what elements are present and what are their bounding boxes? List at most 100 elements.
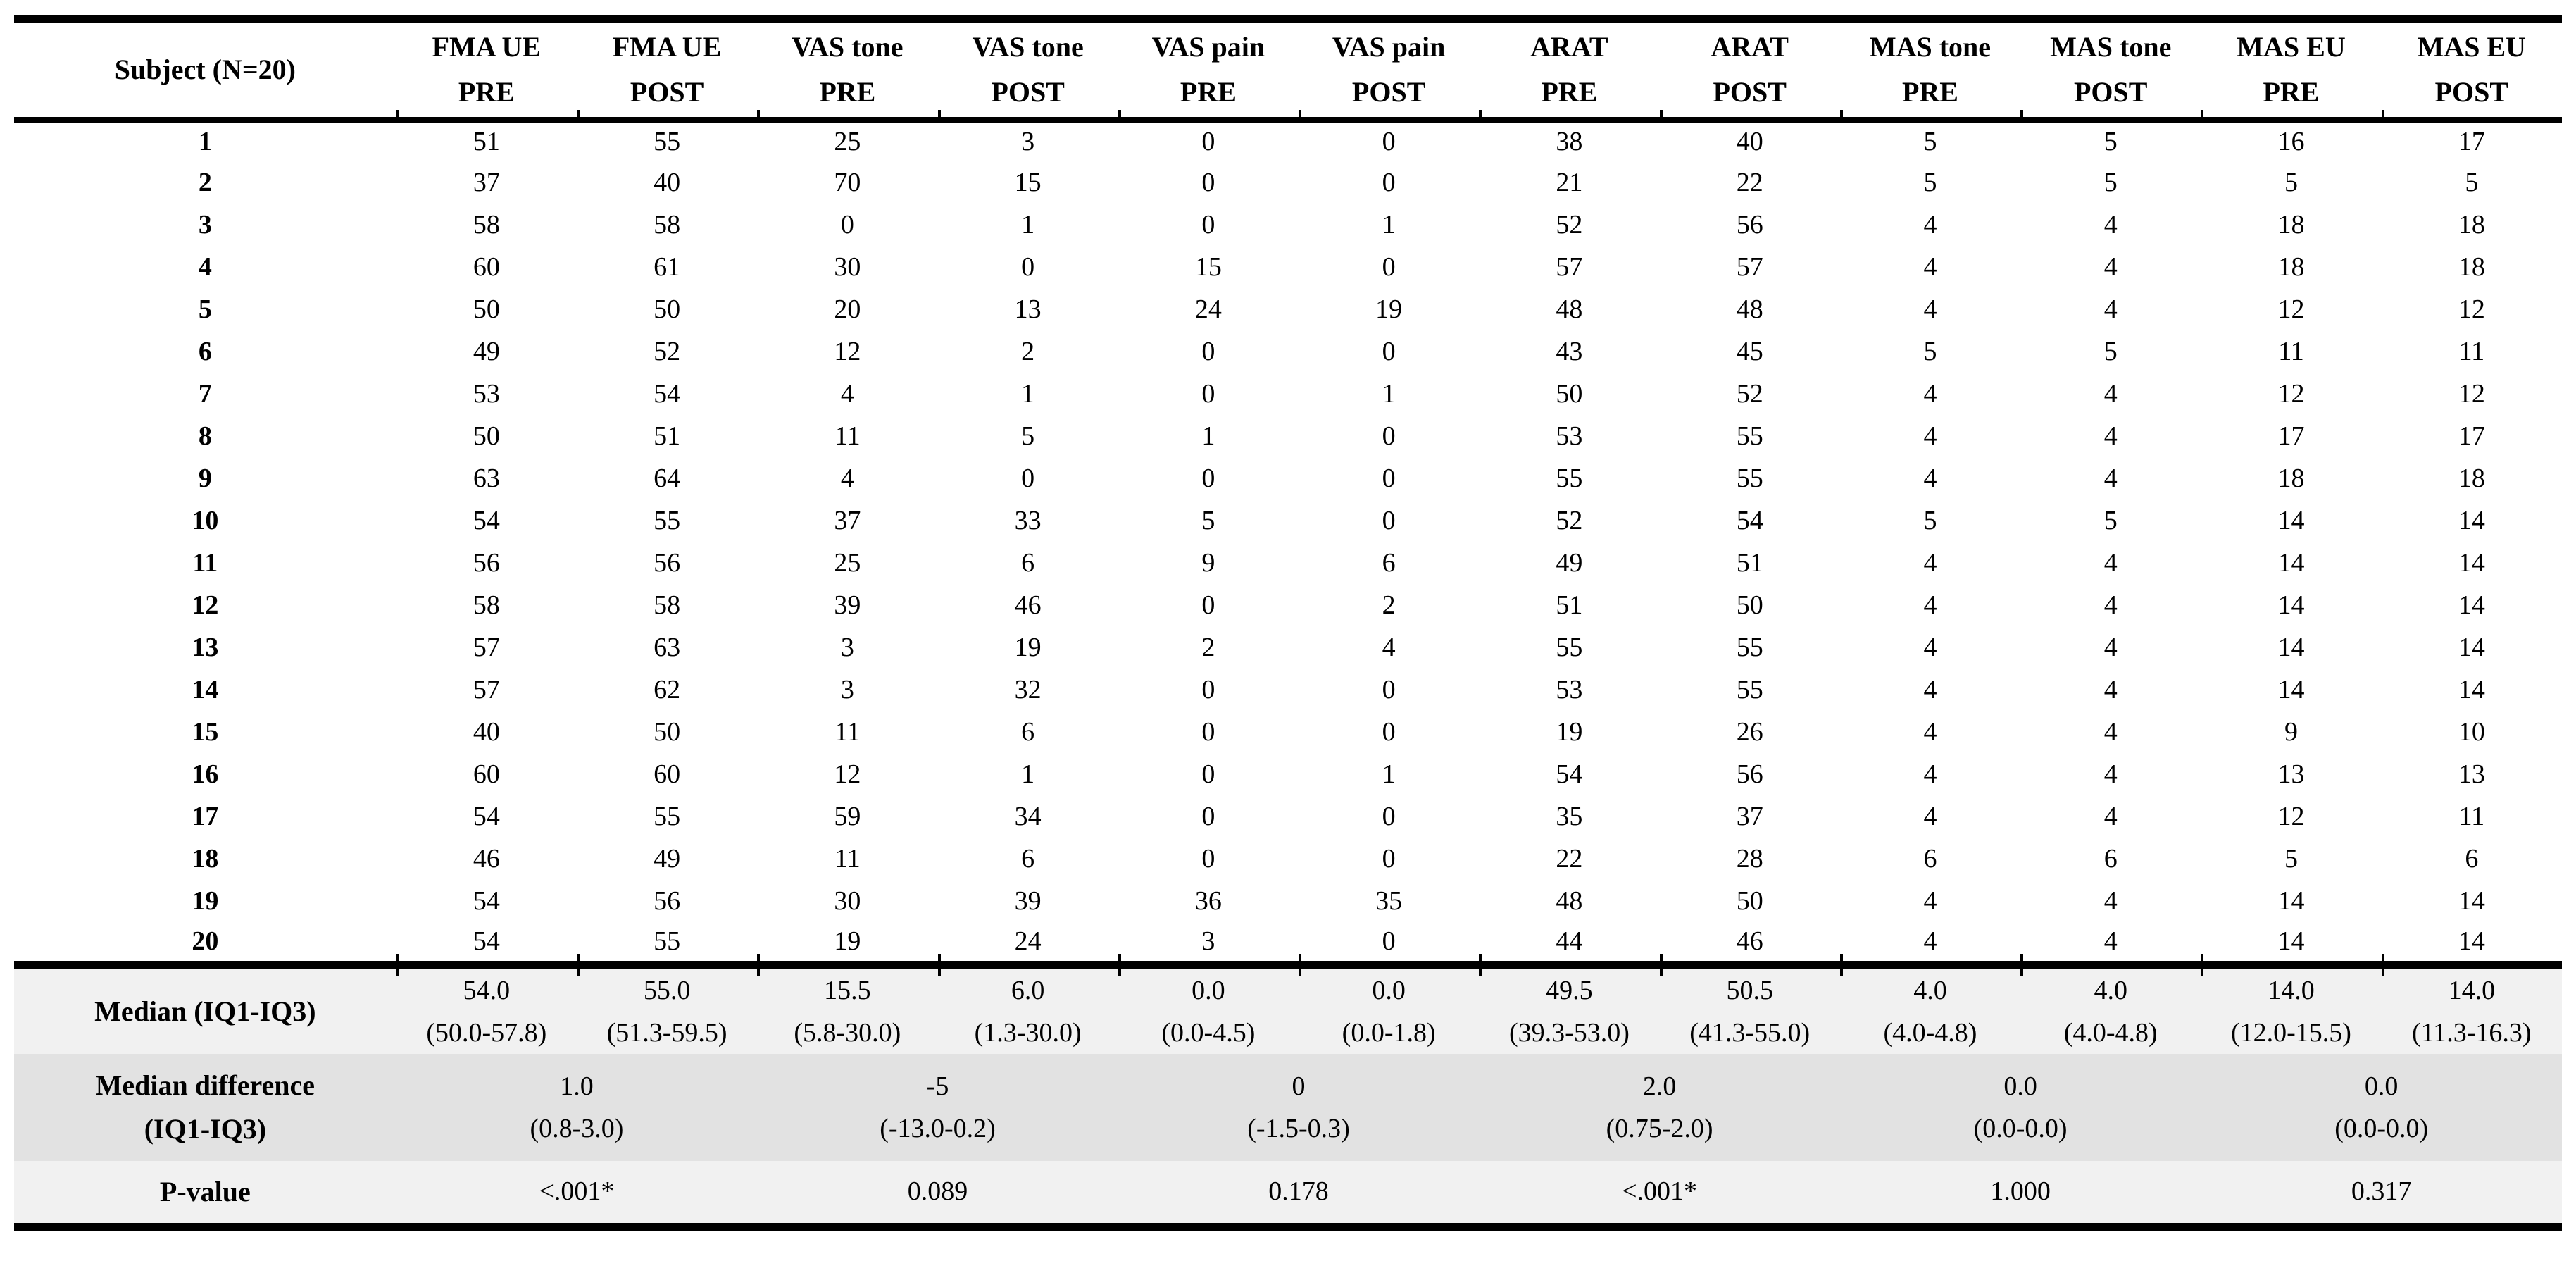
data-cell: 48 — [1556, 294, 1583, 324]
data-cell: 3 — [840, 674, 854, 704]
data-cell: 0 — [1201, 843, 1215, 874]
data-cell: 1 — [1382, 378, 1396, 409]
p-value-cell: 1.000 — [1990, 1176, 2051, 1207]
data-cell: 4 — [2020, 922, 2201, 965]
median-difference-cell: 2.0 (0.75-2.0) — [1479, 1054, 1840, 1161]
data-cell: 14 — [2458, 505, 2485, 535]
subject-column-header: Subject (N=20) — [114, 54, 296, 86]
data-cell: 52 — [1556, 209, 1583, 240]
data-cell: 50 — [473, 294, 500, 324]
data-cell: 55 — [654, 801, 681, 831]
table-row: 12 58 58 39 46 0 2 51 50 4 4 14 14 — [14, 585, 2562, 627]
data-cell: 55 — [654, 505, 681, 535]
median-value: 4.0 — [2094, 975, 2127, 1005]
data-cell: 12 — [2277, 801, 2305, 831]
subject-cell: 18 — [192, 843, 219, 874]
median-difference-iqr: (0.8-3.0) — [530, 1113, 624, 1143]
data-cell: 18 — [2458, 463, 2485, 493]
data-cell: 14 — [2277, 674, 2305, 704]
median-difference-value: 1.0 — [560, 1071, 594, 1101]
data-cell: 14 — [2277, 590, 2305, 620]
data-cell: 0 — [1201, 463, 1215, 493]
subject-cell: 7 — [198, 378, 212, 409]
data-cell: 19 — [1014, 632, 1042, 662]
data-cell: 6 — [2465, 843, 2479, 874]
data-cell: 14 — [2277, 505, 2305, 535]
data-cell: 22 — [1556, 843, 1583, 874]
data-cell: 5 — [1021, 421, 1035, 451]
data-cell: 6 — [1021, 843, 1035, 874]
table-row: 18 46 49 11 6 0 0 22 28 6 6 5 6 — [14, 838, 2562, 881]
data-cell: 0 — [1382, 463, 1396, 493]
data-cell: 5 — [2103, 126, 2118, 156]
data-cell: 4 — [1839, 922, 2021, 965]
median-difference-cell: 1.0 (0.8-3.0) — [396, 1054, 758, 1161]
median-difference-label-line2: (IQ1-IQ3) — [144, 1112, 267, 1145]
data-cell: 0 — [1201, 801, 1215, 831]
data-cell: 63 — [473, 463, 500, 493]
data-cell: 20 — [834, 294, 861, 324]
data-cell: 24 — [937, 922, 1118, 965]
table-row: 14 57 62 3 32 0 0 53 55 4 4 14 14 — [14, 669, 2562, 712]
measure-phase: PRE — [2263, 76, 2320, 108]
data-cell: 10 — [2458, 716, 2485, 747]
data-cell: 46 — [1659, 922, 1840, 965]
median-difference-value: 0.0 — [2364, 1071, 2399, 1101]
data-cell: 1 — [1382, 759, 1396, 789]
data-cell: 26 — [1736, 716, 1763, 747]
median-iqr: (12.0-15.5) — [2231, 1017, 2351, 1048]
table-row: 16 60 60 12 1 0 1 54 56 4 4 13 13 — [14, 754, 2562, 796]
median-difference-value: 2.0 — [1642, 1071, 1677, 1101]
data-cell: 50 — [1736, 886, 1763, 916]
median-cell: 55.0 (51.3-59.5) — [576, 964, 758, 1054]
median-row-label: Median (IQ1-IQ3) — [94, 995, 316, 1027]
data-cell: 19 — [1375, 294, 1403, 324]
data-cell: 6 — [1021, 547, 1035, 578]
data-cell: 50 — [1556, 378, 1583, 409]
data-cell: 55 — [1736, 674, 1763, 704]
data-cell: 18 — [2277, 209, 2305, 240]
median-value: 14.0 — [2448, 975, 2496, 1005]
data-cell: 4 — [1923, 251, 1937, 282]
data-cell: 4 — [2103, 421, 2118, 451]
data-cell: 12 — [2277, 294, 2305, 324]
column-header: ARAT POST — [1659, 19, 1840, 120]
median-value: 49.5 — [1546, 975, 1593, 1005]
table-row: 11 56 56 25 6 9 6 49 51 4 4 14 14 — [14, 542, 2562, 585]
measure-name: FMA UE — [612, 31, 722, 63]
data-cell: 1 — [1382, 209, 1396, 240]
measure-name: FMA UE — [432, 31, 542, 63]
median-difference-row: Median difference (IQ1-IQ3) 1.0 (0.8-3.0… — [14, 1053, 2562, 1161]
data-cell: 60 — [654, 759, 681, 789]
data-cell: 52 — [1736, 378, 1763, 409]
data-cell: 14 — [2458, 547, 2485, 578]
measure-phase: POST — [630, 76, 704, 108]
data-cell: 11 — [2458, 801, 2485, 831]
data-cell: 14 — [2458, 590, 2485, 620]
column-header: ARAT PRE — [1479, 19, 1660, 120]
median-cell: 0.0 (0.0-4.5) — [1118, 964, 1299, 1054]
data-cell: 55 — [1736, 421, 1763, 451]
median-difference-cell: 0.0 (0.0-0.0) — [1840, 1054, 2201, 1161]
subject-cell: 9 — [198, 463, 212, 493]
column-header: VAS pain PRE — [1118, 19, 1299, 120]
data-cell: 3 — [1118, 922, 1299, 965]
data-cell: 11 — [834, 421, 861, 451]
median-difference-label: Median difference (IQ1-IQ3) — [14, 1054, 396, 1161]
median-cell: 50.5 (41.3-55.0) — [1659, 964, 1840, 1054]
table-body: 1 51 55 25 3 0 0 38 40 5 5 16 17 2 — [14, 120, 2562, 965]
subject-cell: 19 — [192, 886, 219, 916]
data-cell: 0 — [1382, 716, 1396, 747]
data-cell: 5 — [2103, 167, 2118, 197]
median-value: 4.0 — [1913, 975, 1947, 1005]
median-cell: 4.0 (4.0-4.8) — [1839, 964, 2021, 1054]
data-cell: 56 — [473, 547, 500, 578]
data-cell: 0 — [1201, 209, 1215, 240]
data-cell: 5 — [2103, 336, 2118, 366]
subject-cell: 11 — [192, 547, 218, 578]
subject-cell: 14 — [192, 674, 219, 704]
data-cell: 14 — [2201, 922, 2382, 965]
data-cell: 4 — [2103, 590, 2118, 620]
data-cell: 0 — [1201, 378, 1215, 409]
data-cell: 3 — [840, 632, 854, 662]
